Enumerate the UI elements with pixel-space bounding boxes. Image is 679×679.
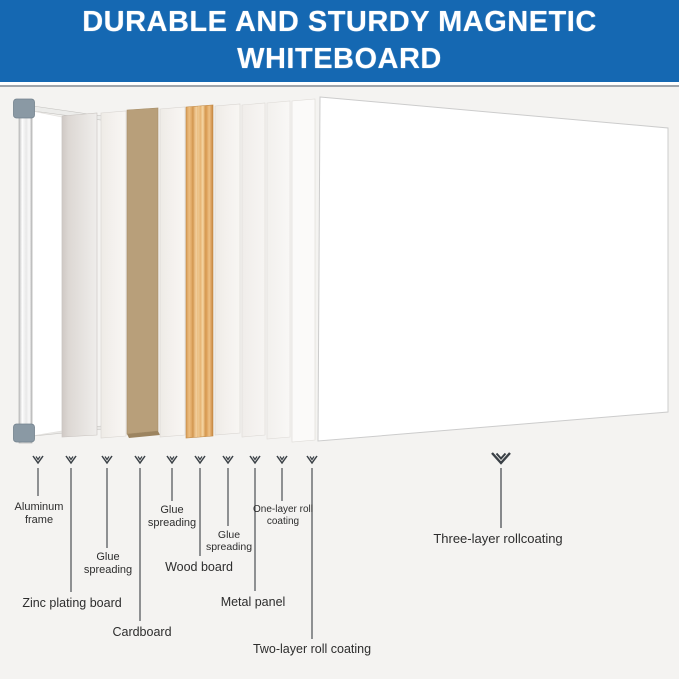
layer-stack [13, 96, 669, 444]
pointer-glue-spreading-1 [101, 455, 113, 548]
pointer-glue-spreading-3 [222, 455, 234, 526]
pointer-zinc-plating-board [65, 455, 77, 592]
label-wood-board: Wood board [165, 560, 233, 574]
banner-divider-line [0, 85, 679, 87]
label-cardboard: Cardboard [112, 625, 172, 639]
layer-metal-panel [241, 102, 266, 438]
layer-zinc-plating-board [61, 112, 98, 438]
label-aluminum-frame: Aluminum frame [14, 501, 64, 526]
whiteboard-surface [31, 110, 63, 437]
label-metal-panel: Metal panel [220, 595, 286, 609]
layer-glue-spreading-1 [100, 110, 127, 439]
page-title-line-2: WHITEBOARD [237, 43, 442, 75]
layer-three-layer-rollcoating-board [317, 96, 669, 442]
layer-cardboard [126, 107, 159, 435]
pointer-markers [32, 452, 511, 639]
layer-glue-spreading-2 [159, 106, 186, 438]
header-banner: DURABLE AND STURDY MAGNETIC WHITEBOARD [0, 0, 679, 82]
pointer-metal-panel [249, 455, 261, 591]
aluminum-frame-rail [18, 102, 33, 444]
pointer-three-layer-rollcoating [491, 452, 511, 528]
label-three-layer-rollcoating: Three-layer rollcoating [433, 531, 563, 546]
page-title-line-1: DURABLE AND STURDY MAGNETIC [82, 6, 597, 38]
label-glue-spreading-2: Glue spreading [147, 504, 197, 529]
layer-cardboard-bottom-edge [127, 431, 160, 438]
pointer-wood-board [194, 455, 206, 556]
pointer-cardboard [134, 455, 146, 621]
pointer-one-layer-roll-coating [276, 455, 288, 501]
label-glue-spreading-1: Glue spreading [83, 551, 133, 576]
label-zinc-plating-board: Zinc plating board [22, 596, 122, 610]
layer-glue-spreading-3 [214, 103, 241, 436]
pointer-aluminum-frame [32, 455, 44, 496]
frame-corner-cap-top [13, 98, 35, 119]
banner-divider-white [0, 82, 679, 85]
pointer-glue-spreading-2 [166, 455, 178, 501]
layer-two-layer-roll-coating [291, 98, 316, 443]
label-one-layer-roll-coating: One-layer roll coating [252, 504, 314, 527]
frame-corner-cap-bottom [13, 423, 35, 443]
label-glue-spreading-3: Glue spreading [205, 529, 253, 554]
layer-one-layer-roll-coating [266, 100, 291, 440]
page-title: DURABLE AND STURDY MAGNETIC WHITEBOARD [82, 4, 597, 78]
pointer-two-layer-roll-coating [306, 455, 318, 639]
label-two-layer-roll-coating: Two-layer roll coating [252, 642, 372, 656]
